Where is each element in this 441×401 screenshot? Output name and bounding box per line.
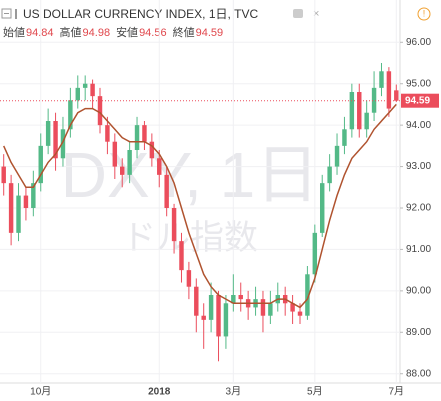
candle-body	[186, 270, 192, 287]
candle-body	[97, 96, 103, 126]
candle-body	[260, 299, 266, 316]
candle-body	[327, 166, 332, 184]
candle-body	[268, 303, 273, 316]
x-tick-label: 2018	[148, 387, 171, 398]
x-tick-label: 7月	[389, 386, 405, 398]
candle-body	[194, 286, 199, 316]
x-tick-label: 5月	[307, 386, 323, 398]
candle-body	[23, 195, 29, 208]
candle-body	[179, 241, 184, 271]
candle-body	[349, 92, 355, 130]
candle-body	[16, 195, 21, 233]
candle-body	[90, 83, 95, 97]
candle-body	[1, 166, 6, 184]
candle-body	[334, 145, 340, 167]
candle-body	[157, 158, 162, 175]
y-tick-label: 93.00	[406, 161, 431, 172]
candle-body	[379, 71, 384, 88]
y-tick-label: 88.00	[406, 368, 431, 379]
candle-body	[60, 129, 66, 159]
ohlc-value: 94.56	[139, 27, 167, 39]
ohlc-label: 安値	[116, 25, 138, 39]
candle-body	[290, 303, 295, 312]
candle-body	[216, 295, 221, 337]
candle-body	[357, 92, 362, 130]
candle-body	[38, 145, 43, 184]
close-icon[interactable]: ×	[313, 8, 319, 20]
y-tick-label: 91.00	[406, 244, 431, 255]
candle-body	[238, 295, 243, 300]
chart-title: US DOLLAR CURRENCY INDEX, 1日, TVC	[23, 7, 258, 21]
ohlc-value: 94.84	[26, 27, 54, 39]
candle-body	[142, 125, 147, 142]
ohlc-label: 終値	[173, 25, 195, 39]
y-tick-label: 94.00	[406, 120, 431, 131]
candle-body	[164, 174, 169, 208]
candle-body	[134, 125, 140, 150]
candle-body	[364, 112, 369, 130]
candle-body	[201, 315, 206, 320]
y-tick-label: 90.00	[406, 285, 431, 296]
moving-average	[3, 103, 397, 309]
candle-body	[394, 90, 399, 101]
settings-icon[interactable]	[293, 9, 303, 18]
candle-body	[112, 141, 118, 167]
candle-body	[312, 232, 318, 275]
candle-body	[75, 87, 80, 101]
candle-body	[320, 183, 325, 233]
candle-body	[127, 150, 132, 175]
candle-body	[82, 83, 88, 88]
candle-body	[297, 311, 303, 316]
y-tick-label: 92.00	[406, 203, 431, 214]
y-tick-label: 96.00	[406, 37, 431, 48]
candle-body	[231, 295, 236, 304]
candle-body	[223, 303, 229, 337]
alert-icon[interactable]	[417, 7, 431, 21]
last-price-tag	[401, 93, 439, 108]
x-tick-label: 3月	[226, 386, 242, 398]
candle-body	[149, 141, 155, 159]
candle-body	[105, 125, 110, 142]
candle-body	[386, 71, 392, 109]
candle-body	[31, 183, 36, 208]
alert-icon-mark: !	[423, 8, 426, 18]
candle-body	[120, 166, 125, 175]
drag-icon	[15, 9, 17, 19]
candle-body	[171, 208, 177, 242]
ohlc-label: 始値	[3, 25, 25, 39]
candle-body	[342, 129, 347, 146]
x-tick-label: 10月	[30, 386, 51, 398]
watermark-text: DXY, 1日	[61, 139, 320, 211]
candle-body	[305, 274, 310, 316]
candle-body	[371, 87, 377, 113]
candle-body	[8, 183, 14, 233]
y-tick-label: 95.00	[406, 78, 431, 89]
ohlc-value: 94.59	[196, 27, 224, 39]
candle-body	[68, 100, 73, 130]
last-price-label: 94.59	[405, 95, 430, 106]
collapse-icon[interactable]	[1, 8, 12, 19]
candle-body	[208, 295, 214, 320]
candle-body	[45, 121, 51, 146]
ohlc-label: 高値	[60, 25, 82, 39]
candle-body	[53, 121, 58, 159]
y-tick-label: 89.00	[406, 327, 431, 338]
ohlc-value: 94.98	[83, 27, 111, 39]
